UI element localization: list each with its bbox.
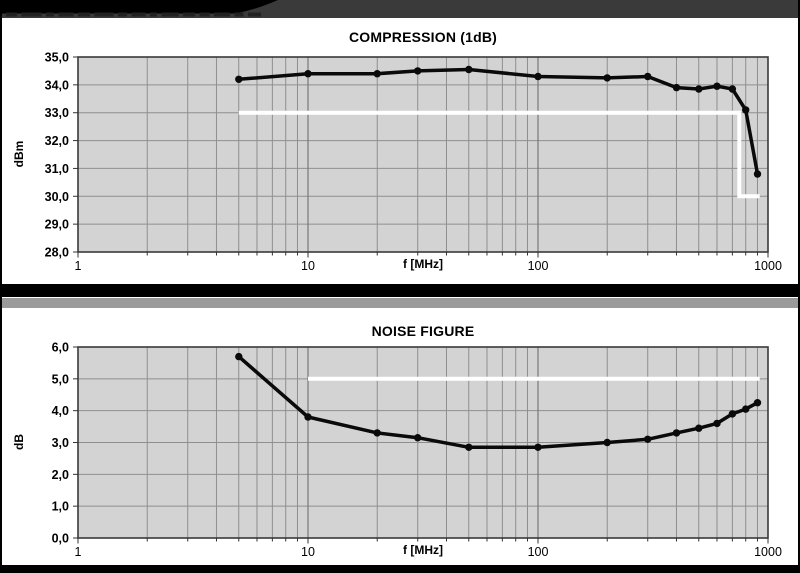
- x-tick-label: 1000: [754, 259, 782, 273]
- noise-figure-plot: 1 10 100 1000 6,0 5,0 4,0 3,0 2,0 1,0 0,0: [52, 341, 782, 560]
- data-point: [414, 67, 422, 75]
- y-tick-label: 32,0: [45, 134, 69, 148]
- data-point: [235, 352, 243, 361]
- header-text-remnant: [214, 12, 230, 17]
- y-tick-label: 0,0: [52, 532, 69, 546]
- data-point: [728, 85, 737, 93]
- compression-plot: 1 10 100 1000 35,0 34,0 33,0 32,0 31,0 30,0 29,0 28…: [45, 51, 782, 274]
- data-point: [534, 72, 542, 81]
- header-text-remnant: [161, 12, 179, 17]
- header-text-remnants: [6, 12, 261, 17]
- data-point: [644, 435, 652, 443]
- y-tick-label: 2,0: [52, 468, 69, 482]
- header-text-remnant: [183, 12, 195, 17]
- x-tick-label: 100: [528, 545, 549, 559]
- data-point: [465, 65, 473, 74]
- y-tick-label: 35,0: [45, 51, 69, 65]
- data-point: [713, 82, 721, 90]
- axis-ticks: [73, 56, 769, 258]
- data-point: [373, 429, 381, 437]
- data-point: [465, 443, 473, 451]
- compression-y-axis-label: dBm: [12, 140, 26, 168]
- header-banner: [0, 0, 800, 18]
- data-point: [713, 419, 721, 428]
- noise-figure-y-axis-label: dB: [12, 434, 26, 450]
- data-point: [603, 438, 611, 447]
- header-text-remnant: [199, 12, 210, 17]
- plot-area: [78, 57, 768, 252]
- y-tick-label: 34,0: [45, 78, 69, 92]
- data-point: [304, 413, 312, 421]
- data-point: [728, 410, 737, 418]
- y-tick-label: 4,0: [52, 404, 69, 418]
- y-tick-label: 5,0: [52, 372, 69, 386]
- page-right-border: [798, 0, 800, 573]
- data-point: [753, 170, 762, 178]
- y-tick-labels: 6,0 5,0 4,0 3,0 2,0 1,0 0,0: [52, 341, 69, 546]
- header-text-remnant: [118, 12, 127, 17]
- y-tick-label: 28,0: [45, 246, 69, 260]
- y-tick-label: 6,0: [52, 341, 69, 355]
- noise-figure-x-axis-label: f [MHz]: [403, 543, 443, 557]
- data-point: [414, 434, 422, 442]
- data-point: [304, 70, 312, 78]
- data-point: [235, 75, 243, 84]
- x-tick-labels: 1 10 100 1000: [75, 259, 782, 273]
- data-point: [742, 405, 750, 413]
- compression-1db-markers: [235, 65, 762, 178]
- data-point: [742, 106, 750, 114]
- x-tick-label: 1: [75, 545, 82, 559]
- header-text-remnant: [131, 12, 146, 17]
- x-tick-label: 1: [75, 259, 82, 273]
- header-text-remnant: [21, 12, 42, 17]
- header-text-remnant: [78, 12, 90, 17]
- plot-frame: [77, 56, 769, 253]
- header-text-remnant: [248, 12, 261, 17]
- data-point: [603, 74, 611, 82]
- y-tick-label: 30,0: [45, 190, 69, 204]
- data-point: [672, 429, 681, 437]
- header-text-remnant: [150, 12, 157, 17]
- x-tick-label: 10: [301, 545, 315, 559]
- y-tick-label: 3,0: [52, 436, 69, 450]
- y-tick-label: 1,0: [52, 500, 69, 514]
- page-bottom-bar: [0, 565, 800, 573]
- data-point: [695, 424, 703, 432]
- noise-figure-chart-title: NOISE FIGURE: [371, 323, 475, 339]
- compression-x-axis-label: f [MHz]: [403, 257, 443, 271]
- data-point: [644, 72, 652, 81]
- compression-chart-title: COMPRESSION (1dB): [348, 29, 498, 45]
- page-left-border: [0, 0, 2, 573]
- header-text-remnant: [94, 12, 114, 17]
- y-tick-label: 29,0: [45, 218, 69, 232]
- x-tick-labels: 1 10 100 1000: [75, 545, 782, 559]
- header-swoosh-shape: [0, 0, 278, 14]
- x-tick-label: 100: [528, 259, 549, 273]
- gridlines: [78, 57, 768, 252]
- x-tick-label: 10: [301, 259, 315, 273]
- y-tick-label: 31,0: [45, 162, 69, 176]
- data-point: [672, 83, 681, 92]
- section-divider-gray: [0, 298, 800, 308]
- spec-limit-line: [238, 110, 760, 199]
- header-text-remnant: [58, 12, 74, 17]
- noise-figure-markers: [235, 352, 762, 451]
- header-text-remnant: [6, 12, 17, 17]
- header-swoosh: [0, 0, 278, 17]
- header-text-remnant: [234, 12, 244, 17]
- data-point: [534, 443, 542, 451]
- data-point: [373, 70, 381, 78]
- data-point: [753, 399, 762, 407]
- section-divider-black: [0, 284, 800, 297]
- gridlines-major: [307, 57, 539, 252]
- x-tick-label: 1000: [754, 545, 782, 559]
- y-tick-label: 33,0: [45, 106, 69, 120]
- axis-ticks: [73, 346, 769, 544]
- header-text-remnant: [46, 12, 54, 17]
- y-tick-labels: 35,0 34,0 33,0 32,0 31,0 30,0 29,0 28,0: [45, 51, 69, 260]
- data-point: [695, 85, 703, 93]
